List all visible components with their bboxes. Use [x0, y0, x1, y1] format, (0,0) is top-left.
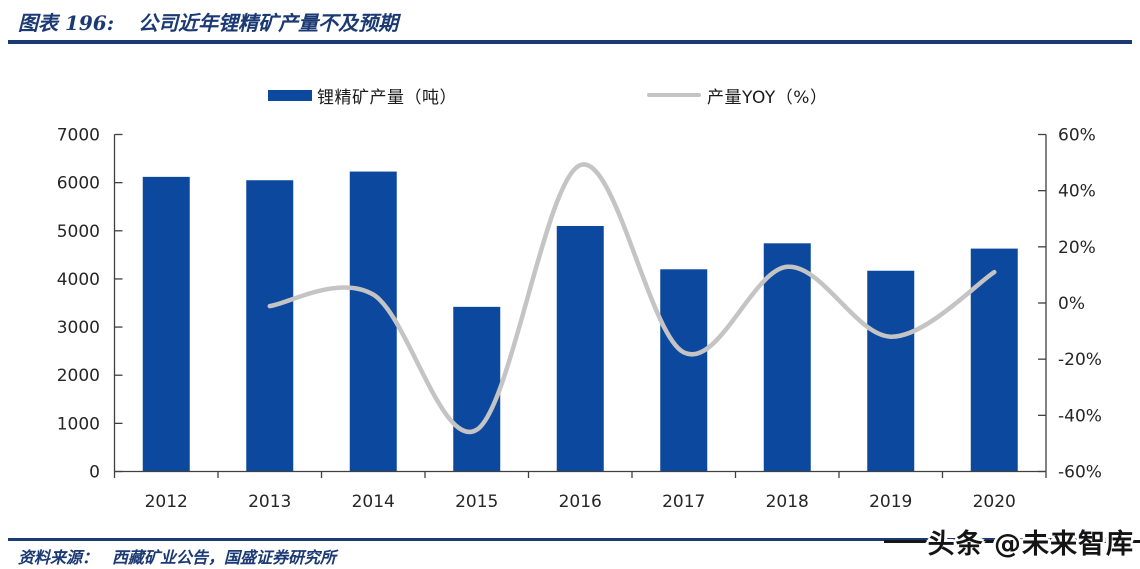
bar-2015 — [453, 306, 501, 472]
left-axis-label: 5000 — [57, 222, 100, 242]
left-axis-label: 7000 — [57, 126, 100, 146]
x-axis-label: 2019 — [869, 492, 912, 512]
figure-title: 公司近年锂精矿产量不及预期 — [138, 11, 399, 35]
left-axis-label: 4000 — [57, 270, 100, 290]
x-axis-label: 2017 — [662, 492, 705, 512]
x-axis-label: 2013 — [248, 492, 291, 512]
right-axis-label: -20% — [1058, 350, 1102, 370]
left-axis-label: 3000 — [57, 318, 100, 338]
left-axis-label: 1000 — [57, 414, 100, 434]
yoy-line — [267, 162, 997, 435]
header-rule — [8, 40, 1132, 44]
x-axis-label: 2020 — [973, 492, 1016, 512]
figure-number: 图表 196: — [18, 11, 115, 35]
right-axis-label: 0% — [1058, 294, 1085, 314]
right-axis-label: 40% — [1058, 182, 1096, 202]
bar-2017 — [660, 269, 708, 472]
source-text: 西藏矿业公告，国盛证券研究所 — [112, 548, 337, 567]
watermark: 头条 @未来智库 — [927, 529, 1134, 560]
legend-item-production: 锂精矿产量（吨） — [268, 82, 457, 108]
left-axis-label: 6000 — [57, 174, 100, 194]
legend-bar-swatch — [268, 89, 312, 101]
source-prefix: 资料来源： — [18, 548, 99, 567]
right-axis-label: -40% — [1058, 406, 1102, 426]
x-axis-label: 2018 — [766, 492, 809, 512]
left-axis-label: 0 — [89, 463, 100, 483]
bar-2019 — [867, 270, 915, 472]
watermark-strike-line — [884, 540, 1140, 543]
x-axis-label: 2015 — [455, 492, 498, 512]
source-note: 资料来源： 西藏矿业公告，国盛证券研究所 — [18, 544, 336, 568]
x-axis-label: 2012 — [145, 492, 188, 512]
chart-legend: 锂精矿产量（吨） 产量YOY（%） — [0, 82, 1140, 108]
chart-canvas: 0 1000 2000 3000 4000 5000 6000 7000 -60% -40% -20… — [57, 126, 1102, 513]
bar-2020 — [970, 248, 1018, 472]
right-axis-label: -60% — [1058, 463, 1102, 483]
x-axis-label: 2016 — [559, 492, 602, 512]
legend-item-yoy: 产量YOY（%） — [647, 82, 827, 108]
right-axis-label: 60% — [1058, 126, 1096, 146]
bar-2014 — [349, 171, 397, 472]
bar-2018 — [763, 243, 811, 472]
figure-header: 图表 196: 公司近年锂精矿产量不及预期 — [18, 7, 398, 36]
legend-line-swatch — [647, 92, 701, 98]
bar-2013 — [246, 180, 294, 472]
bar-2012 — [142, 176, 190, 472]
left-axis-label: 2000 — [57, 366, 100, 386]
bar-2016 — [556, 225, 604, 472]
legend-label-production: 锂精矿产量（吨） — [317, 87, 457, 108]
x-axis-label: 2014 — [352, 492, 395, 512]
footer-rule — [8, 537, 1132, 541]
legend-label-yoy: 产量YOY（%） — [707, 87, 828, 108]
right-axis-label: 20% — [1058, 238, 1096, 258]
